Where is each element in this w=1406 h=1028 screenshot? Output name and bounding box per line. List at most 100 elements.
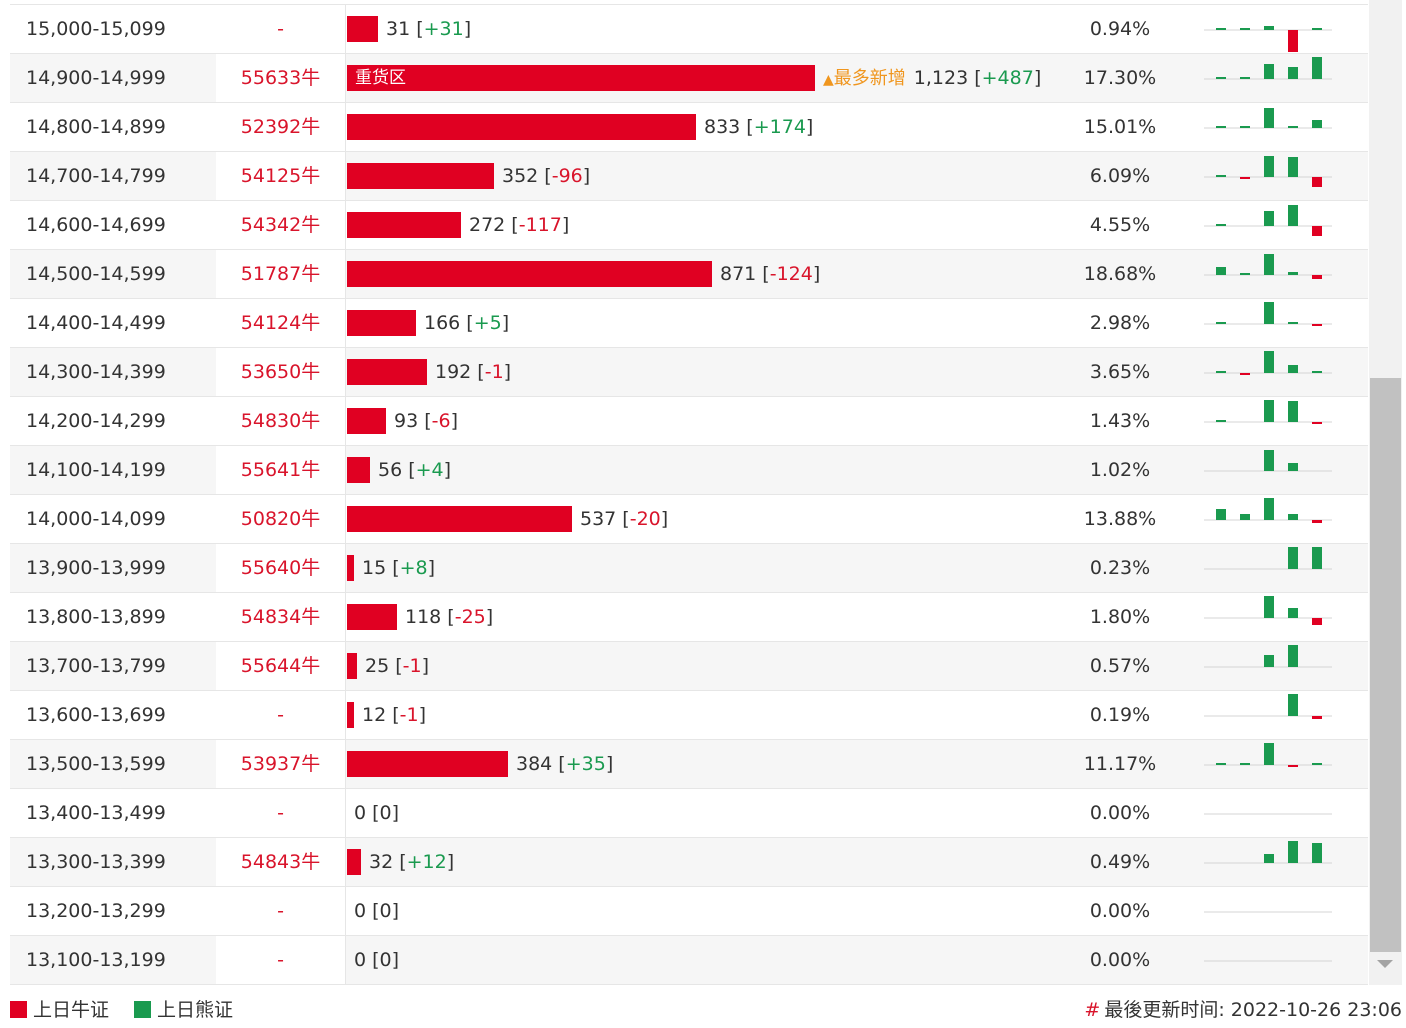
volume-count: 12	[362, 704, 387, 726]
stock-code-link[interactable]: 54843牛	[216, 838, 346, 886]
volume-bar-cell: 12 [-1]	[346, 691, 1076, 739]
mini-chart-bar	[1216, 763, 1226, 765]
volume-bar-cell: 833 [+174]	[346, 103, 1076, 151]
stock-code-link[interactable]: 54834牛	[216, 593, 346, 641]
mini-chart-bar	[1288, 841, 1298, 863]
scrollbar[interactable]	[1369, 0, 1402, 985]
price-range: 14,900-14,999	[26, 67, 166, 89]
volume-info: 12 [-1]	[362, 704, 427, 726]
mini-chart-bar	[1264, 450, 1274, 471]
updated-label: 最後更新时间:	[1104, 999, 1225, 1021]
stock-code-link[interactable]: 55633牛	[216, 54, 346, 102]
volume-bar	[347, 457, 370, 483]
stock-code-link[interactable]: 55644牛	[216, 642, 346, 690]
bull-swatch-icon	[10, 1001, 27, 1018]
volume-bar	[347, 261, 712, 287]
stock-code-link[interactable]: 50820牛	[216, 495, 346, 543]
mini-chart-bar	[1288, 322, 1298, 324]
table-row[interactable]: 13,200-13,299 -0 [0] 0.00%	[10, 887, 1368, 936]
scroll-down-arrow-icon[interactable]	[1377, 960, 1393, 968]
volume-bar	[347, 555, 354, 581]
mini-chart-bar	[1312, 547, 1322, 569]
price-range: 13,100-13,199	[26, 949, 166, 971]
stock-code-link[interactable]: 54830牛	[216, 397, 346, 445]
last-updated: # 最後更新时间: 2022-10-26 23:06	[1084, 996, 1402, 1024]
scrollbar-thumb[interactable]	[1370, 378, 1401, 952]
stock-code-link[interactable]: 53937牛	[216, 740, 346, 788]
volume-count: 0	[354, 900, 367, 922]
share-percent: 3.65%	[1089, 361, 1151, 383]
volume-bar	[347, 653, 357, 679]
share-percent: 1.02%	[1089, 459, 1151, 481]
table-row[interactable]: 13,300-13,399 54843牛 32 [+12] 0.49%	[10, 838, 1368, 887]
table-row[interactable]: 13,900-13,999 55640牛 15 [+8] 0.23%	[10, 544, 1368, 593]
mini-chart	[1204, 302, 1332, 326]
mini-chart	[1204, 156, 1332, 187]
stock-code-link[interactable]: 55641牛	[216, 446, 346, 494]
mini-chart-bar	[1240, 28, 1250, 30]
table-row[interactable]: 14,300-14,399 53650牛 192 [-1] 3.65%	[10, 348, 1368, 397]
table-row[interactable]: 14,200-14,299 54830牛 93 [-6] 1.43%	[10, 397, 1368, 446]
mini-chart-bar	[1312, 763, 1322, 765]
share-percent: 0.57%	[1089, 655, 1151, 677]
volume-count: 93	[394, 410, 419, 432]
table-row[interactable]: 13,500-13,599 53937牛 384 [+35] 11.17%	[10, 740, 1368, 789]
mini-chart	[1204, 498, 1332, 523]
mini-chart-bar	[1240, 514, 1250, 520]
table-row[interactable]: 14,900-14,999 55633牛 重货区 ▲最多新增 1,123 [+487] 1…	[10, 54, 1368, 103]
table-row[interactable]: 13,600-13,699 -12 [-1] 0.19%	[10, 691, 1368, 740]
mini-chart-bar	[1288, 157, 1298, 177]
mini-chart-bar	[1312, 371, 1322, 373]
volume-change: +487	[981, 67, 1034, 89]
table-row[interactable]: 14,600-14,699 54342牛 272 [-117] 4.55%	[10, 201, 1368, 250]
volume-bar	[347, 604, 397, 630]
table-row[interactable]: 14,100-14,199 55641牛 56 [+4] 1.02%	[10, 446, 1368, 495]
volume-bar-cell: 93 [-6]	[346, 397, 1076, 445]
price-range: 14,200-14,299	[26, 410, 166, 432]
mini-chart-bar	[1216, 509, 1226, 520]
share-percent: 1.43%	[1089, 410, 1151, 432]
mini-chart-bar	[1288, 126, 1298, 128]
mini-chart	[1204, 743, 1332, 767]
table-row[interactable]: 13,700-13,799 55644牛 25 [-1] 0.57%	[10, 642, 1368, 691]
stock-code-link[interactable]: 55640牛	[216, 544, 346, 592]
share-percent: 0.94%	[1089, 18, 1151, 40]
mini-chart-bar	[1240, 77, 1250, 79]
volume-count: 31	[386, 18, 411, 40]
table-row[interactable]: 14,400-14,499 54124牛 166 [+5] 2.98%	[10, 299, 1368, 348]
mini-chart-bar	[1240, 126, 1250, 128]
triangle-up-icon: ▲	[823, 72, 834, 88]
stock-code-link[interactable]: 53650牛	[216, 348, 346, 396]
mini-chart	[1204, 694, 1332, 719]
volume-info: 0 [0]	[354, 949, 400, 971]
table-row[interactable]: 14,500-14,599 51787牛 871 [-124] 18.68%	[10, 250, 1368, 299]
volume-info: 31 [+31]	[386, 18, 472, 40]
volume-change: +8	[399, 557, 428, 579]
stock-code-link[interactable]: 54124牛	[216, 299, 346, 347]
share-percent: 0.00%	[1089, 802, 1151, 824]
table-row[interactable]: 13,400-13,499 -0 [0] 0.00%	[10, 789, 1368, 838]
stock-code-link[interactable]: 54342牛	[216, 201, 346, 249]
volume-bar-cell: 15 [+8]	[346, 544, 1076, 592]
table-row[interactable]: 15,000-15,099 - 31 [+31] 0.94%	[10, 5, 1368, 54]
mini-chart-bar	[1240, 373, 1250, 375]
volume-info: 118 [-25]	[405, 606, 494, 628]
table-row[interactable]: 14,000-14,099 50820牛 537 [-20] 13.88%	[10, 495, 1368, 544]
volume-bar	[347, 751, 508, 777]
mini-chart-bar	[1312, 422, 1322, 424]
table-row[interactable]: 14,800-14,899 52392牛 833 [+174] 15.01%	[10, 103, 1368, 152]
volume-bar-cell: 32 [+12]	[346, 838, 1076, 886]
mini-chart-bar	[1312, 120, 1322, 128]
stock-code-link[interactable]: 51787牛	[216, 250, 346, 298]
updated-time: 2022-10-26 23:06	[1230, 999, 1402, 1021]
table-row[interactable]: 14,700-14,799 54125牛 352 [-96] 6.09%	[10, 152, 1368, 201]
volume-change: +12	[406, 851, 447, 873]
mini-chart-cell	[1200, 54, 1332, 102]
stock-code-link[interactable]: 52392牛	[216, 103, 346, 151]
table-row[interactable]: 13,100-13,199 -0 [0] 0.00%	[10, 936, 1368, 985]
mini-chart-bar	[1216, 267, 1226, 275]
table-row[interactable]: 13,800-13,899 54834牛 118 [-25] 1.80%	[10, 593, 1368, 642]
volume-change: -124	[769, 263, 813, 285]
stock-code-link[interactable]: 54125牛	[216, 152, 346, 200]
mini-chart-bar	[1216, 126, 1226, 128]
